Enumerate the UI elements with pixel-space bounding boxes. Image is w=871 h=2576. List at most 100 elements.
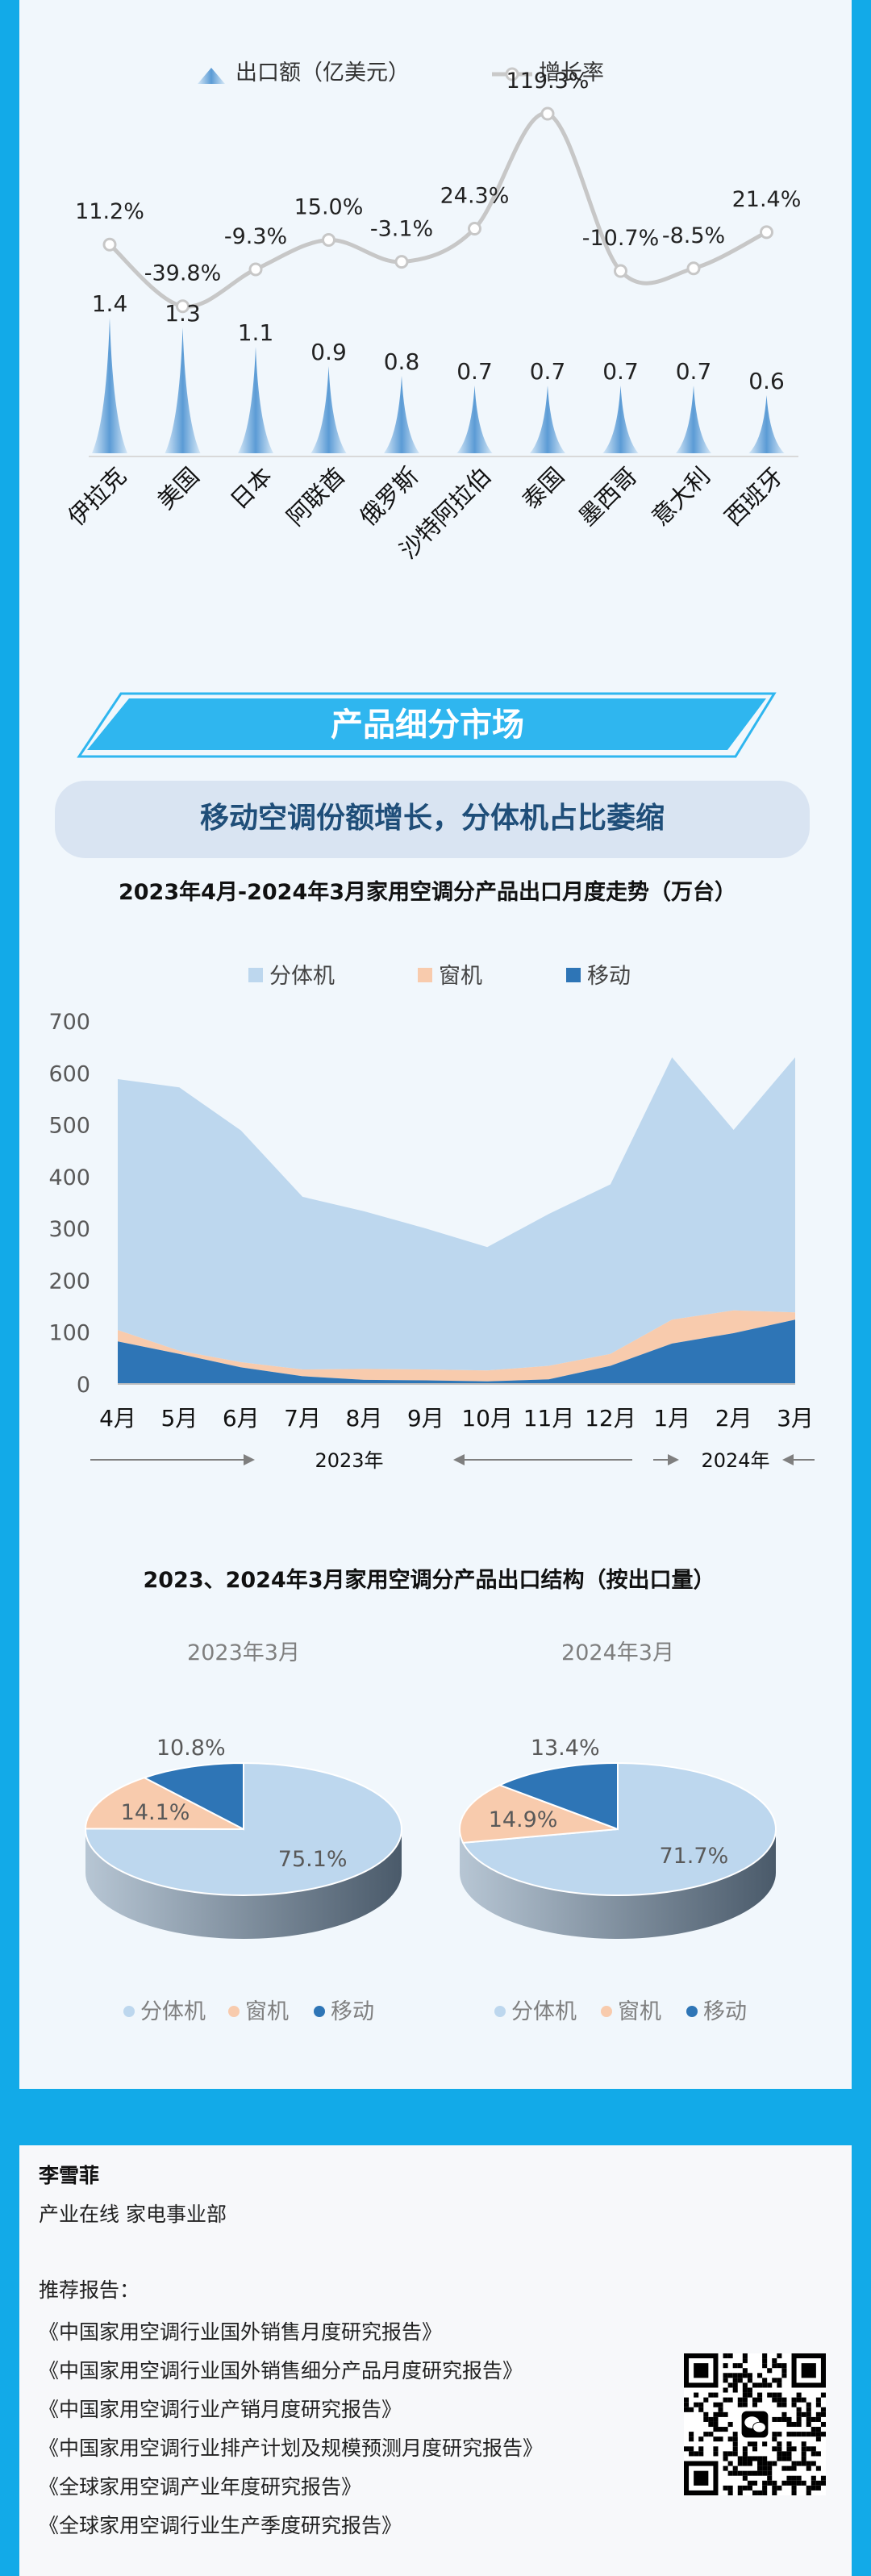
growth-marker xyxy=(686,261,701,276)
report-link[interactable]: 《中国家用空调行业国外销售月度研究报告》 xyxy=(39,2320,443,2344)
legend-window-swatch xyxy=(418,968,432,982)
export-spike xyxy=(530,386,565,453)
x-tick-label: 12月 xyxy=(585,1405,636,1432)
growth-marker xyxy=(102,237,117,252)
y-tick-label: 300 xyxy=(48,1217,90,1242)
country-label: 伊拉克 xyxy=(62,462,131,531)
pie-legend-left-portable: 移动 xyxy=(331,1999,374,2024)
growth-marker xyxy=(394,255,409,269)
year-markers: 2023年 2024年 xyxy=(90,1449,815,1472)
pie-legend-right: 分体机 窗机 移动 xyxy=(494,1999,747,2024)
growth-label: 21.4% xyxy=(732,187,802,212)
year-arrow-end-head xyxy=(782,1454,794,1465)
growth-label: -39.8% xyxy=(144,261,222,286)
export-value-label: 0.7 xyxy=(456,358,493,385)
export-value-label: 0.6 xyxy=(748,368,785,394)
export-spike xyxy=(238,347,273,453)
year-arrow-back-head xyxy=(453,1454,465,1465)
pie-slice xyxy=(461,1761,777,1896)
pie-legend-right-window: 窗机 xyxy=(618,1999,661,2024)
legend-portable-label: 移动 xyxy=(587,964,631,989)
pie-2024: 71.7% 14.9% 13.4% xyxy=(459,1736,777,1939)
pie-2023: 75.1% 14.1% 10.8% xyxy=(84,1736,402,1939)
year-arrow-2024-head xyxy=(668,1454,679,1465)
export-value-label: 0.7 xyxy=(676,358,712,385)
report-link[interactable]: 《中国家用空调行业排产计划及规模预测月度研究报告》 xyxy=(39,2436,544,2460)
export-spike xyxy=(748,395,785,453)
charts-canvas: 出口额（亿美元） 增长率 11.2% -39.8%-9.3% 15.0%-3.1% 2… xyxy=(48,60,815,2024)
report-link[interactable]: 《全球家用空调行业生产季度研究报告》 xyxy=(39,2514,402,2537)
report-link[interactable]: 《全球家用空调产业年度研究报告》 xyxy=(39,2475,362,2499)
y-tick-label: 0 xyxy=(77,1373,90,1398)
legend-dot-portable xyxy=(314,2006,325,2017)
y-tick-label: 100 xyxy=(48,1321,90,1346)
growth-label: 15.0% xyxy=(294,195,364,220)
growth-label: -10.7% xyxy=(582,226,660,251)
legend-portable-swatch xyxy=(566,968,581,982)
country-chart-legend: 出口额（亿美元） 增长率 xyxy=(198,60,604,85)
pie-slice-label: 14.9% xyxy=(489,1807,558,1832)
area-y-ticks: 0 100 200 300 400 500 600 700 xyxy=(48,1010,90,1398)
report-link[interactable]: 《中国家用空调行业国外销售细分产品月度研究报告》 xyxy=(39,2359,523,2382)
x-tick-label: 10月 xyxy=(461,1405,513,1432)
area-split-series xyxy=(118,1057,795,1371)
y-tick-label: 700 xyxy=(48,1010,90,1035)
country-label: 美国 xyxy=(152,462,204,515)
export-spike xyxy=(602,386,639,453)
pie-slice-label: 10.8% xyxy=(156,1736,226,1761)
wechat-qr-code[interactable] xyxy=(684,2353,826,2495)
x-tick-label: 11月 xyxy=(523,1405,575,1432)
pie-side xyxy=(460,1829,776,1939)
x-tick-label: 5月 xyxy=(160,1405,198,1432)
growth-label: -3.1% xyxy=(370,217,433,242)
export-value-label: 0.9 xyxy=(310,339,347,365)
pie-slice xyxy=(85,1761,402,1896)
pie-chart-title: 2023、2024年3月家用空调分产品出口结构（按出口量） xyxy=(143,1567,715,1593)
headline-pill: 移动空调份额增长，分体机占比萎缩 xyxy=(55,781,810,858)
banner-fill xyxy=(87,698,766,750)
section-banner: 产品细分市场 xyxy=(77,692,777,758)
x-tick-label: 9月 xyxy=(407,1405,444,1432)
recommended-title: 推荐报告： xyxy=(39,2278,140,2302)
export-value-labels: 1.4 1.3 1.1 0.9 0.8 0.7 0.7 0.7 0.7 0.6 xyxy=(92,290,785,394)
growth-rate-line xyxy=(108,111,768,309)
pie-legend-left-split: 分体机 xyxy=(140,1999,206,2024)
year-label-2024: 2024年 xyxy=(701,1449,769,1472)
legend-line-label: 增长率 xyxy=(539,60,604,85)
banner-title: 产品细分市场 xyxy=(331,707,524,744)
growth-labels: 11.2% -39.8%-9.3% 15.0%-3.1% 24.3% 119.3% -10… xyxy=(75,69,801,286)
headline-text: 移动空调份额增长，分体机占比萎缩 xyxy=(200,802,665,835)
export-spike xyxy=(384,376,419,453)
author-org: 产业在线 家电事业部 xyxy=(39,2203,227,2226)
area-chart-title: 2023年4月-2024年3月家用空调分产品出口月度走势（万台） xyxy=(119,879,736,905)
x-tick-label: 3月 xyxy=(777,1405,814,1432)
footer-card: 李雪菲 产业在线 家电事业部 推荐报告： 《中国家用空调行业国外销售月度研究报告… xyxy=(19,2145,852,2576)
x-tick-label: 8月 xyxy=(346,1405,383,1432)
author-name: 李雪菲 xyxy=(39,2164,100,2187)
pie-side xyxy=(85,1829,402,1939)
banner-outline xyxy=(77,692,777,758)
area-x-ticks: 4月 5月 6月 7月 8月 9月 10月 11月 12月 1月 2月 3月 xyxy=(99,1405,814,1432)
growth-marker xyxy=(176,299,190,314)
x-tick-label: 2月 xyxy=(715,1405,752,1432)
pie-legend-left-window: 窗机 xyxy=(245,1999,289,2024)
x-tick-label: 1月 xyxy=(653,1405,690,1432)
country-chart: 出口额（亿美元） 增长率 11.2% -39.8%-9.3% 15.0%-3.1% 2… xyxy=(62,60,801,564)
x-tick-label: 6月 xyxy=(223,1405,260,1432)
export-value-label: 0.7 xyxy=(530,358,566,385)
export-spike xyxy=(676,386,711,453)
pie-slice xyxy=(498,1761,619,1831)
pie-slice-label: 75.1% xyxy=(278,1847,348,1872)
export-spike xyxy=(92,318,127,453)
y-tick-label: 500 xyxy=(48,1114,90,1139)
growth-marker xyxy=(540,106,555,121)
report-link[interactable]: 《中国家用空调行业产销月度研究报告》 xyxy=(39,2398,402,2421)
x-tick-label: 7月 xyxy=(284,1405,321,1432)
area-portable-series xyxy=(118,1319,795,1384)
legend-dot-portable xyxy=(686,2006,698,2017)
legend-dot-window xyxy=(601,2006,612,2017)
export-spike xyxy=(310,366,347,453)
growth-marker xyxy=(614,264,627,278)
pie-2023-label: 2023年3月 xyxy=(187,1640,300,1665)
export-spike xyxy=(165,327,201,453)
